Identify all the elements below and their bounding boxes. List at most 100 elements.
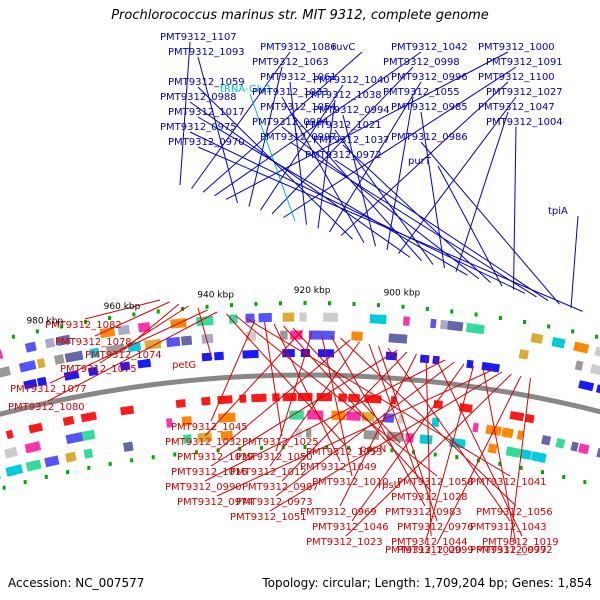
gene-feature <box>251 393 267 403</box>
tick-mark <box>278 301 282 306</box>
gene-feature <box>28 422 43 434</box>
gene-feature <box>175 399 186 409</box>
gene-feature <box>388 333 408 344</box>
tick-mark <box>562 474 566 479</box>
reverse-gene-label: PMT9312_1058 <box>397 477 474 488</box>
gene-feature <box>577 443 590 455</box>
tick-mark <box>44 474 48 479</box>
reverse-gene-label: PMT9312_1074 <box>85 350 162 361</box>
forward-gene-label: PMT9312_1037 <box>313 135 390 146</box>
tick-mark <box>108 316 112 321</box>
gene-feature <box>487 443 498 454</box>
reverse-leader-line <box>47 311 218 402</box>
gene-feature <box>578 380 595 392</box>
forward-leader-line <box>191 51 291 189</box>
gene-feature <box>0 475 1 479</box>
gene-feature <box>196 315 214 327</box>
scale-label: 920 kbp <box>294 286 331 296</box>
gene-feature <box>117 324 130 336</box>
gene-feature <box>516 430 524 440</box>
reverse-gene-label: PMT9312_1044 <box>391 537 468 548</box>
reverse-gene-label: PMT9312_1078 <box>55 337 132 348</box>
reverse-gene-label: PMT9312_1020 <box>385 545 462 556</box>
reverse-gene-label: PMT9312_0990 <box>165 482 242 493</box>
gene-feature <box>137 322 151 333</box>
reverse-leader-line <box>509 377 531 545</box>
reverse-gene-label: PMT9312_0976 <box>397 522 474 533</box>
reverse-gene-label: PMT9312_0999 <box>397 545 474 556</box>
forward-gene-label: tRNA-Glu1 <box>220 84 272 95</box>
forward-gene-label: PMT9312_1004 <box>486 117 563 128</box>
forward-gene-label: PMT9312_0994 <box>313 105 390 116</box>
tick-mark <box>194 450 198 455</box>
tick-mark <box>254 301 258 306</box>
gene-feature <box>4 446 18 459</box>
gene-feature <box>63 370 80 381</box>
gene-feature <box>245 313 255 323</box>
reverse-gene-label: PMT9312_0977 <box>470 545 547 556</box>
gene-feature <box>36 376 48 387</box>
reverse-leader-line <box>436 375 522 545</box>
gene-feature <box>80 411 97 423</box>
reverse-leader-line <box>204 359 446 482</box>
forward-leader-line <box>289 81 307 225</box>
scale-label: 900 kbp <box>384 288 421 298</box>
genome-summary: Topology: circular; Length: 1,709,204 bp… <box>262 576 592 590</box>
reverse-leader-line <box>424 365 474 545</box>
reverse-gene-label: PMT9312_1049 <box>300 462 377 473</box>
reverse-gene-label: PMT9312_1045 <box>171 422 248 433</box>
tick-mark <box>433 452 437 457</box>
tick-mark <box>2 485 6 490</box>
gene-feature <box>144 338 162 350</box>
tick-mark <box>173 452 177 457</box>
gene-feature <box>322 330 335 340</box>
gene-feature <box>120 405 135 416</box>
forward-leader-line <box>513 126 517 290</box>
forward-leader-line <box>386 96 414 251</box>
forward-leader-line <box>420 141 560 305</box>
reverse-leader-line <box>226 313 347 447</box>
tick-mark <box>156 309 160 314</box>
reverse-leader-line <box>84 299 161 320</box>
reverse-leader-line <box>378 345 438 522</box>
tick-mark <box>205 304 209 309</box>
reverse-gene-label: PMT9312_0992 <box>476 545 553 556</box>
gene-feature <box>183 434 193 444</box>
gene-feature <box>181 416 192 426</box>
gene-feature <box>245 331 257 341</box>
reverse-leader-line <box>275 331 313 452</box>
reverse-gene-label: PMT9312_0969 <box>300 507 377 518</box>
gene-feature <box>83 448 94 459</box>
gene-feature <box>289 410 304 420</box>
gene-feature <box>402 316 410 326</box>
reverse-leader-line <box>368 343 419 480</box>
forward-leader-line <box>189 131 526 294</box>
tick-mark <box>260 445 264 450</box>
forward-gene-label: PMT9312_1017 <box>168 107 245 118</box>
tick-mark <box>35 329 39 334</box>
gene-feature <box>24 441 42 454</box>
gene-feature <box>165 418 173 428</box>
forward-gene-label: PMT9312_1027 <box>486 87 563 98</box>
forward-leader-line <box>420 111 445 269</box>
gene-feature <box>89 347 100 359</box>
gene-feature <box>295 428 302 438</box>
forward-gene-label: PMT9312_1059 <box>168 77 245 88</box>
gene-feature <box>62 415 75 426</box>
gene-feature <box>525 413 535 424</box>
tick-mark <box>450 309 454 314</box>
forward-leader-line <box>249 93 296 222</box>
tick-mark <box>66 470 70 475</box>
tick-mark <box>523 320 527 325</box>
forward-leader-line <box>398 96 517 254</box>
reverse-leader-line <box>210 319 256 422</box>
forward-leader-line <box>289 141 537 298</box>
gene-feature <box>481 361 501 373</box>
gene-feature <box>5 429 14 440</box>
forward-gene-label: PMT9312_1086 <box>260 42 337 53</box>
forward-leader-line <box>570 215 579 308</box>
forward-leader-line <box>197 86 353 240</box>
forward-gene-label: purT <box>408 156 432 167</box>
